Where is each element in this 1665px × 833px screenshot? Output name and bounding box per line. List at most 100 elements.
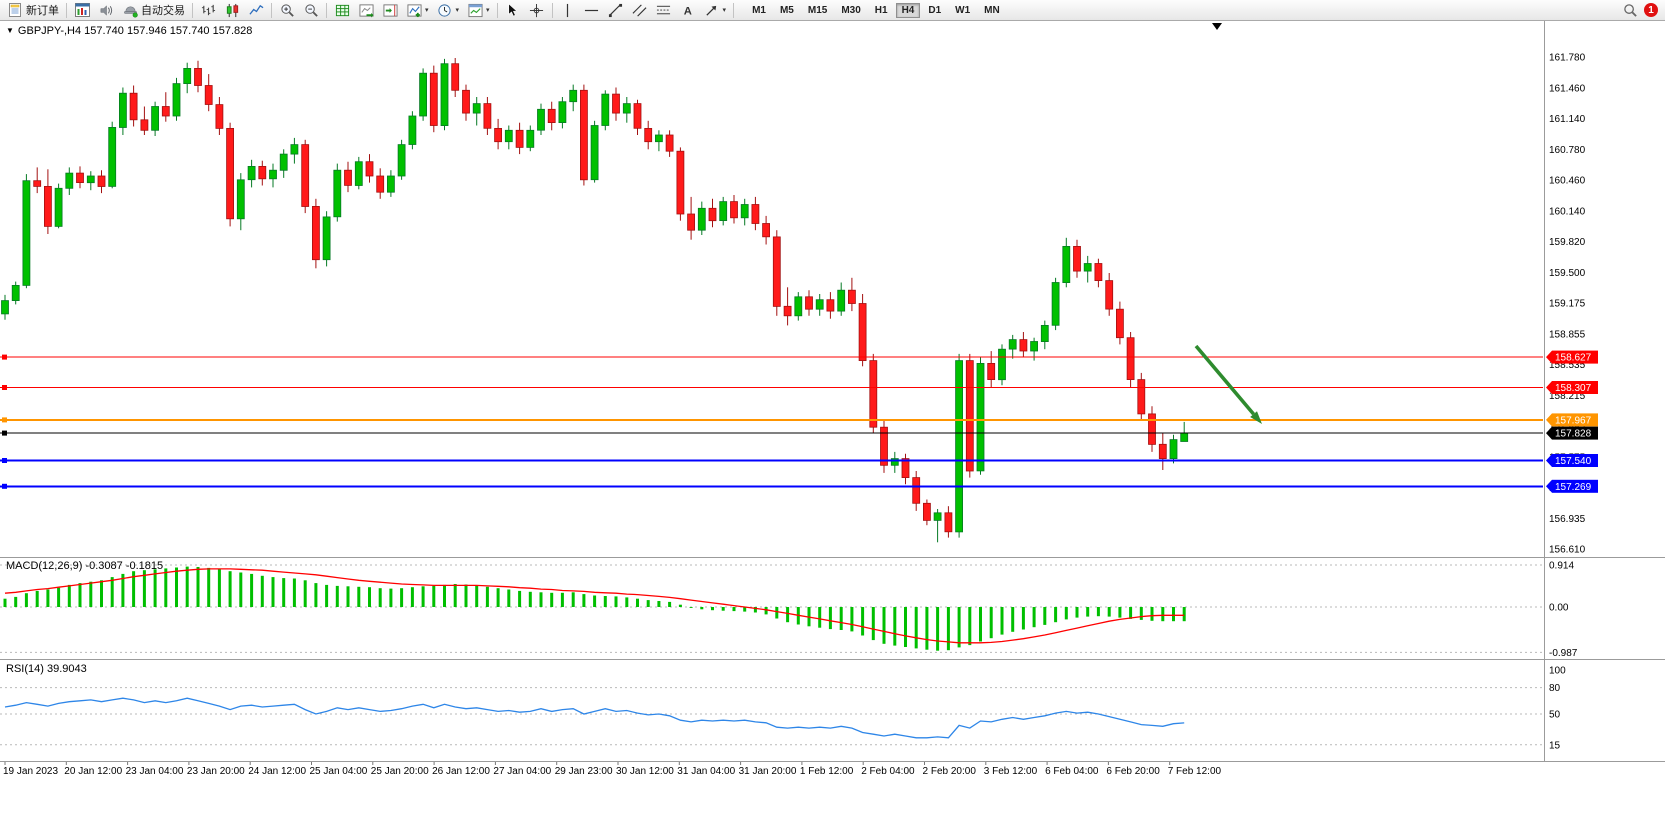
autotrade-icon [122, 2, 138, 18]
svg-text:161.460: 161.460 [1549, 83, 1586, 94]
chart-shift-button[interactable] [378, 1, 402, 20]
svg-text:23 Jan 04:00: 23 Jan 04:00 [126, 766, 184, 777]
svg-text:80: 80 [1549, 683, 1561, 694]
text-tool-button[interactable]: A [676, 1, 700, 20]
toolbar-separator [192, 2, 193, 18]
toolbar-right-group: 1 [1622, 2, 1662, 18]
bar-chart-button[interactable] [196, 1, 220, 20]
search-icon[interactable] [1622, 2, 1638, 18]
toolbar-separator [496, 2, 498, 18]
chart-shift-marker-icon[interactable] [1212, 23, 1222, 30]
toolbar-separator [271, 2, 272, 18]
new-order-button[interactable]: 新订单 [3, 1, 63, 20]
price-badge-157.269: 157.269 [1546, 479, 1598, 493]
horizontal-line-tool-button[interactable] [580, 1, 604, 20]
trendline-tool-button[interactable] [604, 1, 628, 20]
price-badge-158.307: 158.307 [1546, 381, 1598, 394]
macd-histogram [3, 566, 1186, 651]
chevron-down-icon: ▾ [455, 7, 460, 14]
crosshair-icon [529, 2, 545, 18]
toolbar-separator [551, 2, 553, 18]
horizontal-line-157.540[interactable] [0, 458, 1543, 463]
channel-tool-button[interactable] [628, 1, 652, 20]
charts-window-button[interactable] [70, 1, 94, 20]
svg-text:156.935: 156.935 [1549, 514, 1586, 525]
horizontal-line-157.828[interactable] [0, 430, 1543, 436]
svg-text:1 Feb 12:00: 1 Feb 12:00 [800, 766, 854, 777]
cursor-tool-button[interactable] [501, 1, 525, 20]
svg-text:2 Feb 20:00: 2 Feb 20:00 [923, 766, 977, 777]
horizontal-line-157.967[interactable] [0, 417, 1543, 423]
rsi-line [4, 697, 1185, 739]
auto-scroll-button[interactable] [354, 1, 378, 20]
svg-text:159.500: 159.500 [1549, 268, 1586, 279]
zoom-in-button[interactable] [275, 1, 299, 20]
svg-text:158.215: 158.215 [1549, 391, 1586, 402]
grid-icon [334, 2, 350, 18]
notification-badge[interactable]: 1 [1644, 3, 1658, 17]
svg-text:161.140: 161.140 [1549, 114, 1586, 125]
arrows-tool-button[interactable]: ▾ [700, 1, 731, 20]
svg-text:30 Jan 12:00: 30 Jan 12:00 [616, 766, 674, 777]
timeframe-m5[interactable]: M5 [774, 3, 800, 18]
candles-layer [1, 58, 1189, 543]
timeframe-h1[interactable]: H1 [869, 3, 894, 18]
arrow-annotation[interactable] [1194, 344, 1262, 424]
fibonacci-tool-button[interactable] [652, 1, 676, 20]
svg-text:-0.987: -0.987 [1549, 648, 1578, 659]
crosshair-tool-button[interactable] [525, 1, 549, 20]
svg-text:31 Jan 04:00: 31 Jan 04:00 [677, 766, 735, 777]
svg-text:19 Jan 2023: 19 Jan 2023 [3, 766, 58, 777]
cursor-icon [505, 2, 521, 18]
time-axis-labels[interactable]: 19 Jan 2023 20 Jan 12:00 23 Jan 04:00 23 Ja… [3, 762, 1222, 777]
timeframe-w1[interactable]: W1 [949, 3, 976, 18]
trendline-icon [608, 2, 624, 18]
grid-toggle-button[interactable] [330, 1, 354, 20]
line-chart-button[interactable] [244, 1, 268, 20]
autotrade-button[interactable]: 自动交易 [118, 1, 189, 20]
horizontal-line-158.307[interactable] [0, 385, 1543, 390]
macd-scale-labels: 0.914 0.00 -0.987 [1549, 561, 1578, 659]
svg-text:20 Jan 12:00: 20 Jan 12:00 [64, 766, 122, 777]
svg-text:160.140: 160.140 [1549, 206, 1586, 217]
svg-text:3 Feb 12:00: 3 Feb 12:00 [984, 766, 1038, 777]
new-order-label: 新订单 [26, 5, 59, 17]
timeframe-m30[interactable]: M30 [835, 3, 866, 18]
svg-text:160.780: 160.780 [1549, 145, 1586, 156]
timeframe-m1[interactable]: M1 [746, 3, 772, 18]
svg-text:27 Jan 04:00: 27 Jan 04:00 [493, 766, 551, 777]
svg-text:157.828: 157.828 [1555, 429, 1592, 440]
svg-text:25 Jan 04:00: 25 Jan 04:00 [310, 766, 368, 777]
auto-scroll-icon [358, 2, 374, 18]
horizontal-line-157.269[interactable] [0, 483, 1543, 489]
vertical-line-tool-button[interactable] [556, 1, 580, 20]
svg-text:23 Jan 20:00: 23 Jan 20:00 [187, 766, 245, 777]
zoom-in-icon [279, 2, 295, 18]
timeframe-h4[interactable]: H4 [895, 2, 921, 18]
templates-button[interactable]: ▾ [463, 1, 494, 20]
timeframe-m15[interactable]: M15 [802, 3, 833, 18]
zoom-out-icon [303, 2, 319, 18]
svg-text:31 Jan 20:00: 31 Jan 20:00 [739, 766, 797, 777]
horizontal-line-158.627[interactable] [0, 354, 1543, 360]
svg-text:26 Jan 12:00: 26 Jan 12:00 [432, 766, 490, 777]
line-chart-icon [248, 2, 264, 18]
candlestick-chart-icon [224, 2, 240, 18]
price-badge-158.627: 158.627 [1546, 350, 1598, 364]
timeframe-mn[interactable]: MN [978, 3, 1006, 18]
svg-text:0.914: 0.914 [1549, 561, 1574, 572]
timeframe-d1[interactable]: D1 [922, 3, 947, 18]
text-tool-icon: A [680, 2, 696, 18]
svg-text:158.855: 158.855 [1549, 329, 1586, 340]
candlestick-chart-button[interactable] [220, 1, 244, 20]
sounds-button[interactable] [94, 1, 118, 20]
macd-signal-line [4, 568, 1185, 644]
svg-text:159.175: 159.175 [1549, 299, 1586, 310]
indicators-button[interactable]: ▾ [402, 1, 433, 20]
periods-button[interactable]: ▾ [433, 1, 464, 20]
zoom-out-button[interactable] [299, 1, 323, 20]
svg-text:50: 50 [1549, 710, 1561, 721]
svg-text:100: 100 [1549, 666, 1566, 677]
